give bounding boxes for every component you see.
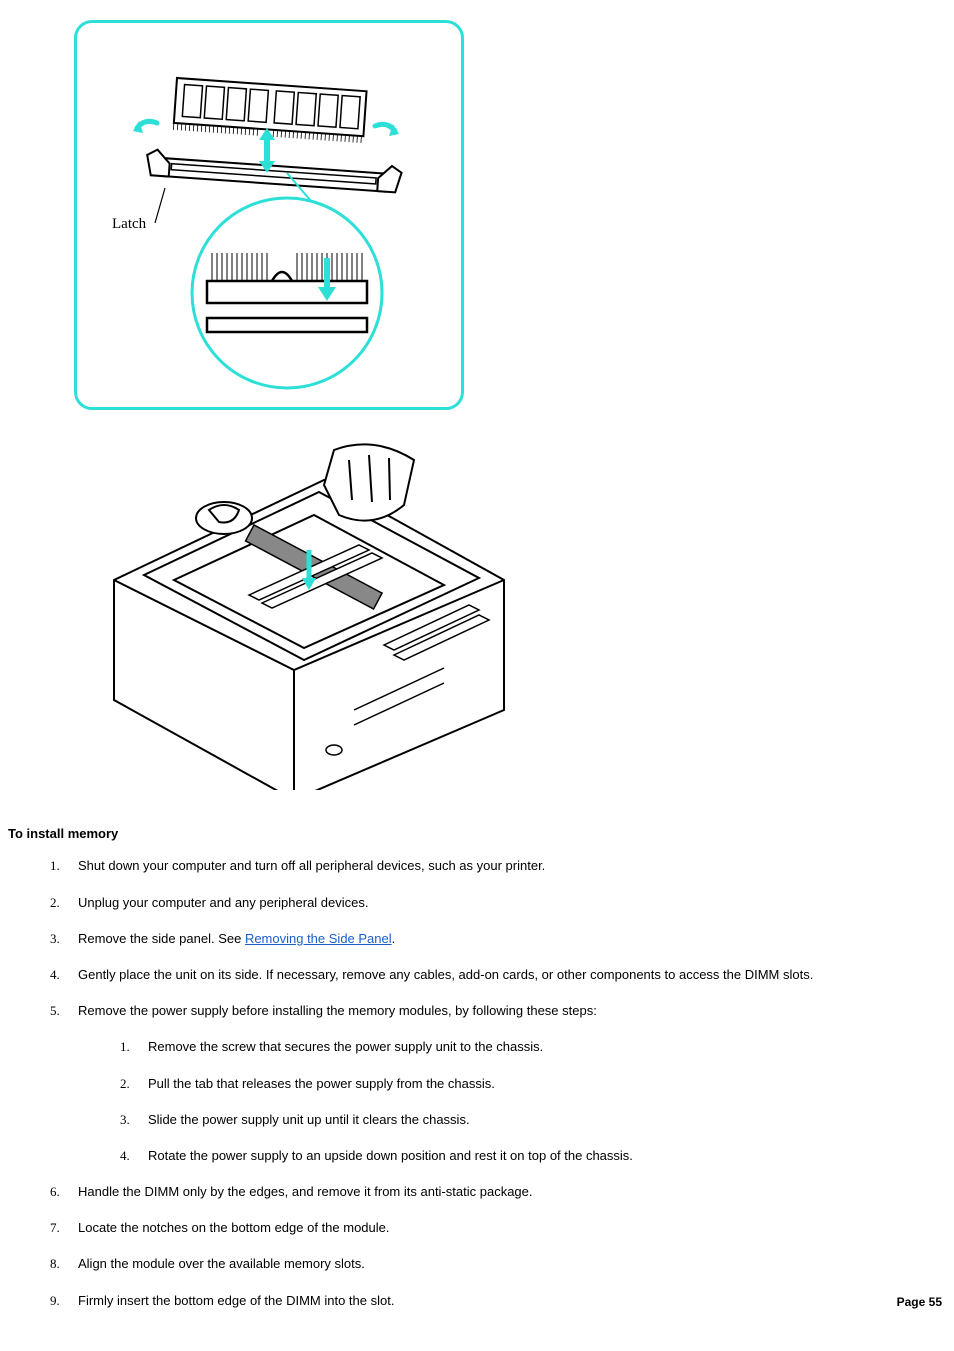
step-5: Remove the power supply before installin… — [8, 1002, 946, 1165]
step-3-post: . — [392, 931, 396, 946]
step-3: Remove the side panel. See Removing the … — [8, 930, 946, 948]
step-7: Locate the notches on the bottom edge of… — [8, 1219, 946, 1237]
latch-label-text: Latch — [112, 216, 147, 232]
substep-4: Rotate the power supply to an upside dow… — [78, 1147, 946, 1165]
step-4: Gently place the unit on its side. If ne… — [8, 966, 946, 984]
steps-list: Shut down your computer and turn off all… — [8, 857, 946, 1309]
chassis-diagram-svg — [74, 410, 534, 790]
step-5-text: Remove the power supply before installin… — [78, 1003, 597, 1018]
substep-3: Slide the power supply unit up until it … — [78, 1111, 946, 1129]
substeps-list: Remove the screw that secures the power … — [78, 1038, 946, 1165]
substep-1: Remove the screw that secures the power … — [78, 1038, 946, 1056]
dimm-callout-box: Latch — [74, 20, 464, 410]
section-heading: To install memory — [8, 825, 946, 843]
step-1: Shut down your computer and turn off all… — [8, 857, 946, 875]
dimm-diagram-svg: Latch — [77, 23, 461, 407]
page-number: Page 55 — [897, 1294, 942, 1311]
step-8: Align the module over the available memo… — [8, 1255, 946, 1273]
figure-area: Latch — [74, 20, 946, 795]
removing-side-panel-link[interactable]: Removing the Side Panel — [245, 931, 392, 946]
step-3-pre: Remove the side panel. See — [78, 931, 245, 946]
step-9: Firmly insert the bottom edge of the DIM… — [8, 1292, 946, 1310]
substep-2: Pull the tab that releases the power sup… — [78, 1075, 946, 1093]
step-2: Unplug your computer and any peripheral … — [8, 894, 946, 912]
step-6: Handle the DIMM only by the edges, and r… — [8, 1183, 946, 1201]
